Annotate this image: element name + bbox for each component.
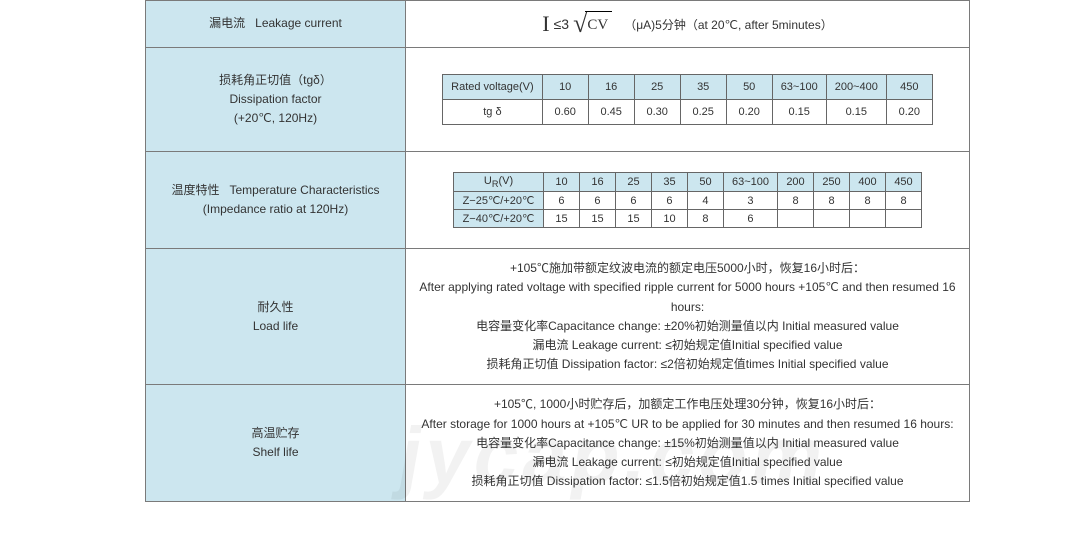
- temp-val: 8: [850, 192, 886, 210]
- df-col: 10: [542, 75, 588, 100]
- temp-val: 8: [886, 192, 922, 210]
- dissipation-content: Rated voltage(V) 10 16 25 35 50 63~100 2…: [406, 48, 970, 152]
- temp-val: 4: [687, 192, 723, 210]
- temp-val: 3: [723, 192, 777, 210]
- temp-val: 6: [651, 192, 687, 210]
- row-loadlife: 耐久性 Load life +105℃施加带额定纹波电流的额定电压5000小时，…: [146, 249, 970, 385]
- temp-col: 16: [579, 173, 615, 192]
- formula-suffix: （μA)5分钟（at 20℃, after 5minutes）: [624, 16, 832, 33]
- temp-val: 8: [778, 192, 814, 210]
- df-val: 0.15: [772, 100, 826, 125]
- temp-val: [814, 210, 850, 228]
- df-val: 0.20: [886, 100, 932, 125]
- temp-val: 15: [543, 210, 579, 228]
- shelflife-line: After storage for 1000 hours at +105℃ UR…: [416, 415, 959, 434]
- temp-col: 450: [886, 173, 922, 192]
- leakage-content: I ≤3 √ CV （μA)5分钟（at 20℃, after 5minutes…: [406, 1, 970, 48]
- row-temperature: 温度特性 Temperature Characteristics (Impeda…: [146, 152, 970, 249]
- loadlife-label-en: Load life: [253, 319, 298, 333]
- temp-header-label: UR(V): [453, 173, 543, 192]
- df-col: 200~400: [826, 75, 886, 100]
- sqrt-body: CV: [585, 11, 612, 37]
- shelflife-line: +105℃, 1000小时贮存后，加额定工作电压处理30分钟，恢复16小时后：: [416, 395, 959, 414]
- spec-table: 漏电流 Leakage current I ≤3 √ CV （μA)5分钟（at…: [145, 0, 970, 502]
- shelflife-line: 损耗角正切值 Dissipation factor: ≤1.5倍初始规定值1.5…: [416, 472, 959, 491]
- temp-label-en: Temperature Characteristics: [229, 183, 379, 197]
- leakage-label: 漏电流 Leakage current: [146, 1, 406, 48]
- dissipation-label-en1: Dissipation factor: [229, 92, 321, 106]
- sqrt: √ CV: [573, 11, 612, 37]
- leakage-label-en: Leakage current: [255, 16, 342, 30]
- temp-col: 63~100: [723, 173, 777, 192]
- leakage-label-cn: 漏电流: [209, 16, 245, 30]
- temp-row-label: Z−40℃/+20℃: [453, 210, 543, 228]
- loadlife-line: 电容量变化率Capacitance change: ±20%初始测量值以内 In…: [416, 317, 959, 336]
- shelflife-label-en: Shelf life: [252, 445, 298, 459]
- df-header-label: Rated voltage(V): [443, 75, 543, 100]
- row-dissipation: 损耗角正切值（tgδ） Dissipation factor (+20℃, 12…: [146, 48, 970, 152]
- temp-row-label: Z−25℃/+20℃: [453, 192, 543, 210]
- temp-col: 200: [778, 173, 814, 192]
- shelflife-content: +105℃, 1000小时贮存后，加额定工作电压处理30分钟，恢复16小时后： …: [406, 385, 970, 502]
- temp-content: UR(V) 10 16 25 35 50 63~100 200 250 400 …: [406, 152, 970, 249]
- formula-lhs: I: [542, 11, 549, 37]
- shelflife-label: 高温贮存 Shelf life: [146, 385, 406, 502]
- temp-col: 400: [850, 173, 886, 192]
- temp-val: 15: [615, 210, 651, 228]
- df-col: 16: [588, 75, 634, 100]
- df-col: 50: [726, 75, 772, 100]
- df-row-label: tg δ: [443, 100, 543, 125]
- df-col: 450: [886, 75, 932, 100]
- df-col: 25: [634, 75, 680, 100]
- temp-val: 8: [814, 192, 850, 210]
- df-val: 0.15: [826, 100, 886, 125]
- temp-val: [778, 210, 814, 228]
- temp-label: 温度特性 Temperature Characteristics (Impeda…: [146, 152, 406, 249]
- temp-val: 6: [543, 192, 579, 210]
- loadlife-line: After applying rated voltage with specif…: [416, 278, 959, 316]
- row-shelflife: 高温贮存 Shelf life +105℃, 1000小时贮存后，加额定工作电压…: [146, 385, 970, 502]
- df-val: 0.60: [542, 100, 588, 125]
- loadlife-label-cn: 耐久性: [257, 300, 293, 314]
- temp-label-sub: (Impedance ratio at 120Hz): [203, 202, 348, 216]
- loadlife-line: +105℃施加带额定纹波电流的额定电压5000小时，恢复16小时后：: [416, 259, 959, 278]
- loadlife-content: +105℃施加带额定纹波电流的额定电压5000小时，恢复16小时后： After…: [406, 249, 970, 385]
- df-val: 0.25: [680, 100, 726, 125]
- dissipation-label-cn: 损耗角正切值（tgδ）: [219, 73, 332, 87]
- loadlife-line: 漏电流 Leakage current: ≤初始规定值Initial speci…: [416, 336, 959, 355]
- temp-table: UR(V) 10 16 25 35 50 63~100 200 250 400 …: [453, 172, 922, 228]
- temp-col: 50: [687, 173, 723, 192]
- shelflife-line: 漏电流 Leakage current: ≤初始规定值Initial speci…: [416, 453, 959, 472]
- temp-col: 250: [814, 173, 850, 192]
- df-val: 0.30: [634, 100, 680, 125]
- temp-val: 15: [579, 210, 615, 228]
- dissipation-label-en2: (+20℃, 120Hz): [234, 111, 317, 125]
- temp-val: 6: [579, 192, 615, 210]
- temp-col: 10: [543, 173, 579, 192]
- loadlife-label: 耐久性 Load life: [146, 249, 406, 385]
- df-col: 35: [680, 75, 726, 100]
- shelflife-label-cn: 高温贮存: [251, 426, 299, 440]
- temp-col: 35: [651, 173, 687, 192]
- temp-val: 10: [651, 210, 687, 228]
- temp-val: 6: [615, 192, 651, 210]
- shelflife-line: 电容量变化率Capacitance change: ±15%初始测量值以内 In…: [416, 434, 959, 453]
- df-val: 0.45: [588, 100, 634, 125]
- temp-val: [886, 210, 922, 228]
- temp-val: [850, 210, 886, 228]
- dissipation-table: Rated voltage(V) 10 16 25 35 50 63~100 2…: [442, 74, 933, 125]
- loadlife-line: 损耗角正切值 Dissipation factor: ≤2倍初始规定值times…: [416, 355, 959, 374]
- temp-label-cn: 温度特性: [171, 183, 219, 197]
- row-leakage: 漏电流 Leakage current I ≤3 √ CV （μA)5分钟（at…: [146, 1, 970, 48]
- df-val: 0.20: [726, 100, 772, 125]
- temp-val: 6: [723, 210, 777, 228]
- temp-col: 25: [615, 173, 651, 192]
- df-col: 63~100: [772, 75, 826, 100]
- temp-val: 8: [687, 210, 723, 228]
- formula-op: ≤3: [554, 16, 569, 32]
- dissipation-label: 损耗角正切值（tgδ） Dissipation factor (+20℃, 12…: [146, 48, 406, 152]
